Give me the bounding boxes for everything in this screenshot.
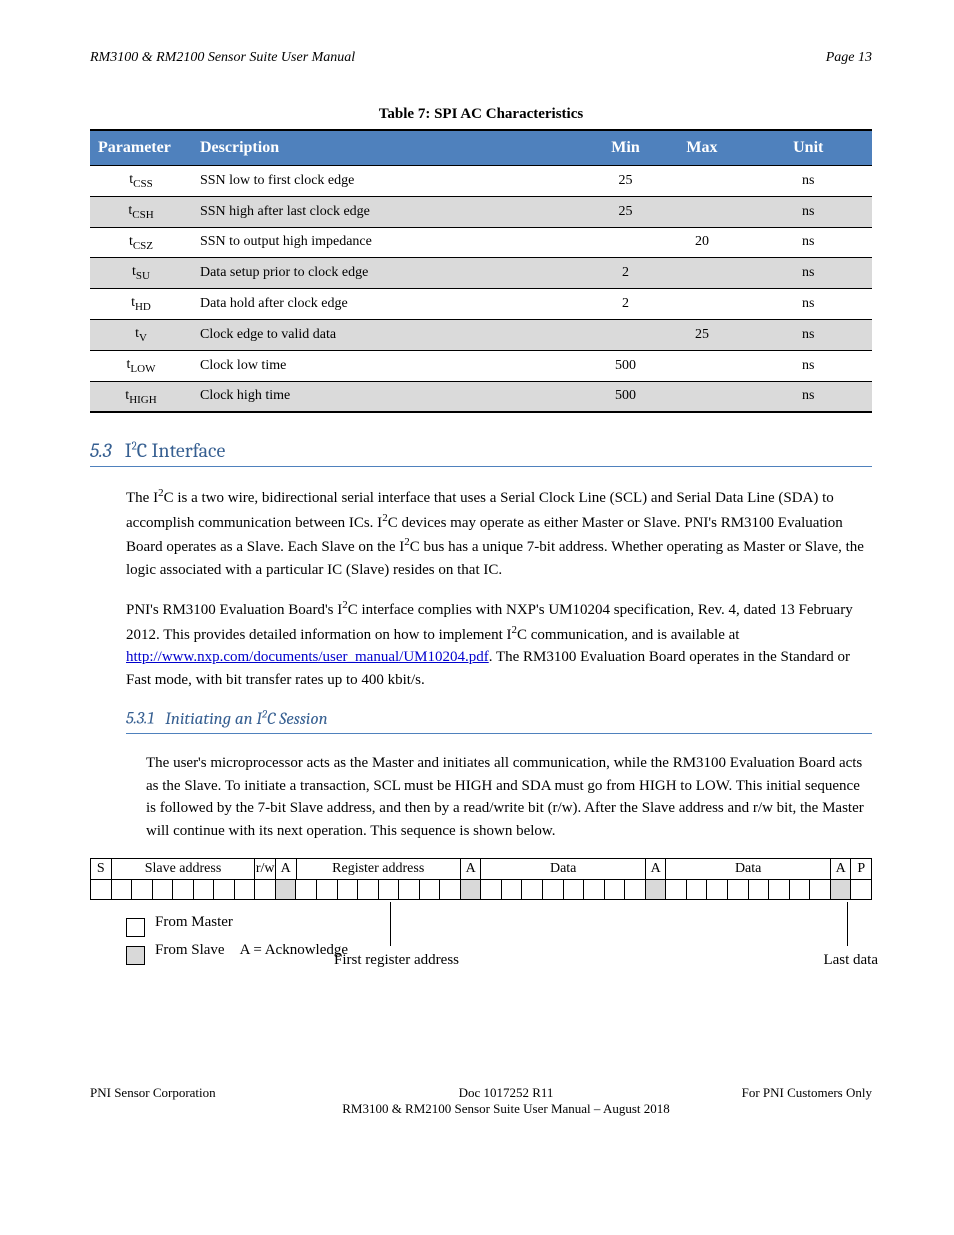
legend-slave-label: From Slave A = Acknowledge bbox=[155, 942, 348, 959]
footer-center: Doc 1017252 R11 RM3100 & RM2100 Sensor S… bbox=[340, 1085, 672, 1117]
header-page-number: Page 13 bbox=[826, 50, 872, 66]
section-number: 5.3 bbox=[90, 439, 112, 462]
i2c-transaction-diagram: SSlave addressr/wARegister addressADataA… bbox=[90, 858, 872, 965]
subsection-heading-initiating: 5.3.1 Initiating an I2C Session bbox=[126, 707, 872, 734]
col-unit: Unit bbox=[744, 130, 872, 166]
nxp-spec-link[interactable]: http://www.nxp.com/documents/user_manual… bbox=[126, 649, 489, 665]
spi-characteristics-table: Parameter Description Min Max Unit tCSSS… bbox=[90, 129, 872, 413]
col-parameter: Parameter bbox=[90, 130, 192, 166]
subsection-number: 5.3.1 bbox=[126, 710, 154, 729]
col-description: Description bbox=[192, 130, 592, 166]
footer-left: PNI Sensor Corporation bbox=[90, 1085, 340, 1117]
i2c-intro-p1: The I2C is a two wire, bidirectional ser… bbox=[126, 485, 872, 581]
i2c-intro-p2: PNI's RM3100 Evaluation Board's I2C inte… bbox=[126, 597, 872, 691]
page-footer: PNI Sensor Corporation Doc 1017252 R11 R… bbox=[90, 1085, 872, 1117]
i2c-bits-header-row: SSlave addressr/wARegister addressADataA… bbox=[90, 858, 872, 880]
header-title: RM3100 & RM2100 Sensor Suite User Manual bbox=[90, 50, 355, 66]
legend-master-label: From Master bbox=[155, 914, 233, 931]
section-heading-i2c: 5.3 I2C Interface bbox=[90, 439, 872, 467]
section-title: I2C Interface bbox=[125, 439, 226, 462]
initiating-p1: The user's microprocessor acts as the Ma… bbox=[146, 752, 872, 842]
i2c-bits-data-row bbox=[90, 879, 872, 900]
table-caption: Table 7: SPI AC Characteristics bbox=[90, 106, 872, 123]
col-min: Min bbox=[592, 130, 660, 166]
legend: From Master From Slave A = Acknowledge bbox=[126, 908, 348, 965]
footer-right: For PNI Customers Only bbox=[672, 1085, 872, 1117]
col-max: Max bbox=[659, 130, 744, 166]
page-header: RM3100 & RM2100 Sensor Suite User Manual… bbox=[90, 50, 872, 66]
